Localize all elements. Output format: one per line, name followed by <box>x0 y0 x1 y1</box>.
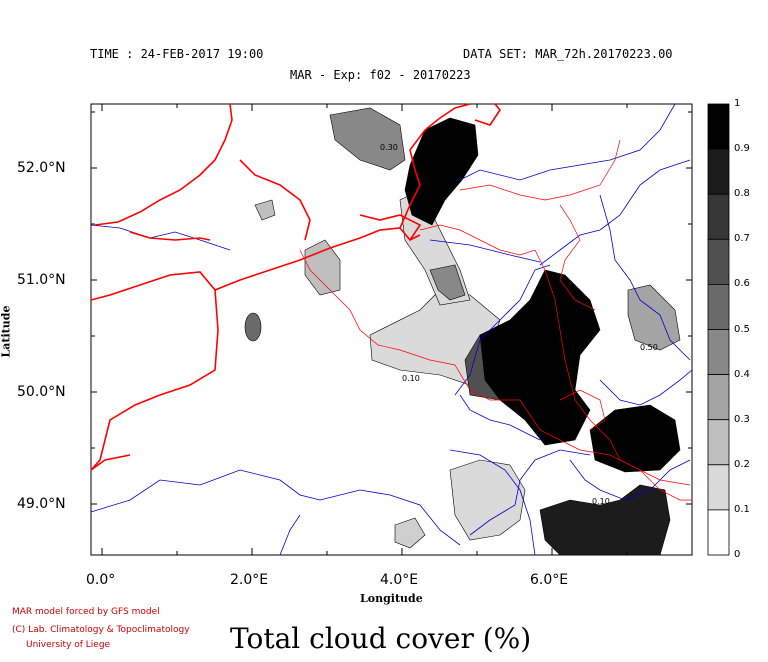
colorbar-label: 0.1 <box>734 503 750 515</box>
coast-normandy <box>90 454 131 471</box>
cloud-fields <box>244 107 681 556</box>
cloud-region-northwest <box>329 107 406 171</box>
river-5 <box>429 239 541 263</box>
colorbar-label: 0.7 <box>734 233 750 245</box>
river-seine <box>90 224 231 251</box>
colorbar-label: 0 <box>734 549 741 560</box>
colorbar-swatch <box>707 238 730 285</box>
contour-label-2: 0.30 <box>380 143 398 152</box>
river-moselle <box>599 369 693 406</box>
border-belgium-netherlands <box>419 224 546 271</box>
x-tick-2: 2.0°E <box>230 572 269 588</box>
colorbar-label: 0.3 <box>734 413 750 425</box>
cloud-core-east <box>589 404 681 473</box>
colorbar-label: 0.4 <box>734 368 750 380</box>
colorbar-swatch <box>707 374 730 421</box>
colorbar-label: 1 <box>734 98 741 109</box>
coast-channel <box>90 271 219 471</box>
borders <box>299 139 692 501</box>
river-8 <box>459 394 541 441</box>
axis-ticks <box>91 104 692 555</box>
axis-x-title: Longitude <box>360 592 423 605</box>
time-label: TIME : 24-FEB-2017 19:00 <box>90 47 264 61</box>
contour-label-3: 0.50 <box>640 343 658 352</box>
colorbar-swatch <box>707 283 730 330</box>
coast-netherlands <box>399 103 471 229</box>
colorbar-swatch <box>707 148 730 195</box>
credit-lab: (C) Lab. Climatology & Topoclimatology <box>12 625 190 635</box>
experiment-label: MAR - Exp: f02 - 20170223 <box>290 68 471 82</box>
colorbar-label: 0.9 <box>734 143 750 155</box>
main-title: Total cloud cover (%) <box>230 622 532 655</box>
river-7 <box>449 449 536 556</box>
border-france-belgium <box>299 249 691 486</box>
coast-england-2 <box>239 159 311 241</box>
x-tick-6: 6.0°E <box>530 572 569 588</box>
cloud-core-southeast <box>539 484 671 556</box>
contour-label-1: 0.10 <box>402 374 420 383</box>
colorbar-swatch <box>707 193 730 240</box>
river-6 <box>599 194 691 361</box>
y-tick-50: 50.0°N <box>17 384 66 400</box>
rivers <box>90 103 693 556</box>
coast-estuary <box>359 214 422 241</box>
colorbar-swatch <box>707 464 730 511</box>
y-tick-49: 49.0°N <box>17 496 66 512</box>
river-3 <box>469 449 591 536</box>
border-fr-de <box>609 439 692 501</box>
colorbar-swatch <box>707 509 730 556</box>
river-1 <box>90 469 461 546</box>
colorbar-label: 0.5 <box>734 323 750 335</box>
dataset-label: DATA SET: MAR_72h.20170223.00 <box>463 47 673 61</box>
cloud-region-south <box>449 459 526 541</box>
border-germany <box>544 269 611 441</box>
colorbar-label: 0.6 <box>734 278 750 290</box>
axis-y-title: Latitude <box>0 305 13 358</box>
river-meuse <box>454 264 551 396</box>
colorbar-swatch <box>707 329 730 375</box>
cloud-region-southwest <box>394 517 426 549</box>
colorbar-swatch <box>707 419 730 466</box>
river-4 <box>459 103 676 181</box>
coast-england <box>94 103 233 226</box>
y-tick-52: 52.0°N <box>17 160 66 176</box>
coast-north-france <box>214 227 421 291</box>
colorbar-label: 0.8 <box>734 188 750 200</box>
colorbar <box>707 103 730 556</box>
coast-nl-north <box>474 103 501 126</box>
credit-university: University of Liege <box>26 640 111 650</box>
cloud-region-west2 <box>254 199 276 221</box>
colorbar-label: 0.2 <box>734 458 750 470</box>
coast-kent <box>129 231 211 241</box>
border-luxembourg <box>559 389 606 431</box>
colorbar-swatch <box>707 103 730 150</box>
border-ne <box>459 139 621 201</box>
credit-model: MAR model forced by GFS model <box>12 607 160 617</box>
border-netherlands-germany <box>559 204 596 311</box>
cloud-core-central <box>479 269 601 446</box>
river-2 <box>279 514 301 556</box>
river-9 <box>569 459 691 501</box>
coastline <box>90 103 501 471</box>
river-rhine <box>539 159 691 266</box>
cloud-region-corridor-mid <box>429 264 466 301</box>
contour-label-4: 0.10 <box>592 497 610 506</box>
cloud-region-west3 <box>244 312 262 342</box>
x-tick-0: 0.0° <box>86 572 116 588</box>
x-tick-4: 4.0°E <box>380 572 419 588</box>
y-tick-51: 51.0°N <box>17 272 66 288</box>
